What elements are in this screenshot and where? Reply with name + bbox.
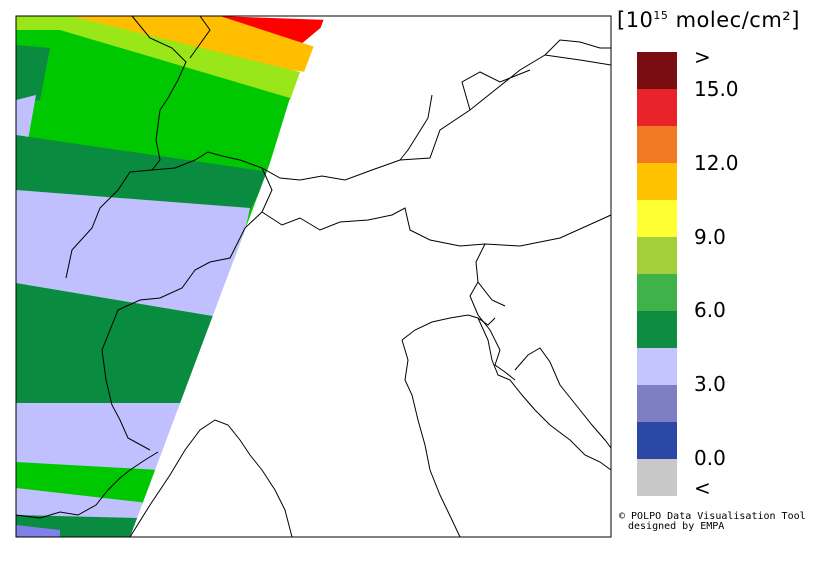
colorbar-tick-label: < xyxy=(694,476,711,500)
unit-label-units: molec/cm²] xyxy=(668,8,800,32)
colorbar-swatch xyxy=(637,311,677,348)
border-germany-north xyxy=(189,15,211,59)
border-austria-north xyxy=(461,69,531,111)
satellite-swath xyxy=(16,0,336,537)
colorbar-swatch xyxy=(637,200,677,237)
colorbar-tick-label: > xyxy=(694,45,711,69)
swath-band xyxy=(16,135,270,210)
unit-label-exponent: 15 xyxy=(653,9,669,22)
colorbar-swatch xyxy=(637,126,677,163)
colorbar-swatch xyxy=(637,237,677,274)
coast-corsica xyxy=(129,419,293,538)
colorbar-swatch xyxy=(637,422,677,459)
colorbar-tick-label: 6.0 xyxy=(694,298,726,322)
border-austria-slovenia xyxy=(475,243,506,307)
unit-label-base: [10 xyxy=(617,8,654,32)
swath-band xyxy=(16,283,225,405)
credit-line-2: designed by EMPA xyxy=(628,521,725,532)
border-swiss-north xyxy=(151,54,612,181)
unit-label: [1015 molec/cm²] xyxy=(617,8,800,32)
border-france-germany xyxy=(131,15,187,171)
map-frame xyxy=(15,15,612,538)
border-italy-slovenia xyxy=(469,281,516,381)
swath-band xyxy=(16,95,36,140)
coast-italy-west xyxy=(401,339,461,538)
colorbar-tick-label: 3.0 xyxy=(694,372,726,396)
border-germany-east xyxy=(399,94,433,161)
colorbar-swatch xyxy=(637,385,677,422)
colorbar-tick-label: 0.0 xyxy=(694,446,726,470)
borders xyxy=(15,15,612,538)
swath-band xyxy=(16,190,250,318)
colorbar-tick-label: 9.0 xyxy=(694,225,726,249)
colorbar-swatch xyxy=(637,459,677,496)
border-czech xyxy=(544,39,611,56)
border-swiss-italy xyxy=(261,167,612,247)
swath-band xyxy=(16,462,160,505)
coast-liguria xyxy=(401,314,496,341)
swath-band xyxy=(16,403,196,470)
colorbar-tick-label: 15.0 xyxy=(694,77,739,101)
swath-band xyxy=(16,0,336,16)
colorbar-swatch xyxy=(637,163,677,200)
swath-band xyxy=(16,488,148,520)
swath-band xyxy=(16,525,60,537)
coast-france-south xyxy=(15,451,159,519)
credit: © POLPO Data Visualisation Tool designed… xyxy=(619,512,806,532)
colorbar-swatch xyxy=(637,52,677,89)
border-france-italy xyxy=(101,211,263,451)
colorbar xyxy=(637,52,677,496)
colorbar-swatch xyxy=(637,89,677,126)
colorbar-swatch xyxy=(637,274,677,311)
coast-italy-east xyxy=(477,317,612,471)
swath-band xyxy=(16,45,50,105)
swath-band xyxy=(16,16,300,100)
colorbar-swatch xyxy=(637,348,677,385)
colorbar-tick-label: 12.0 xyxy=(694,151,739,175)
credit-line-1: © POLPO Data Visualisation Tool xyxy=(619,511,806,522)
coast-croatia xyxy=(514,347,612,449)
border-france-swiss xyxy=(65,169,153,279)
